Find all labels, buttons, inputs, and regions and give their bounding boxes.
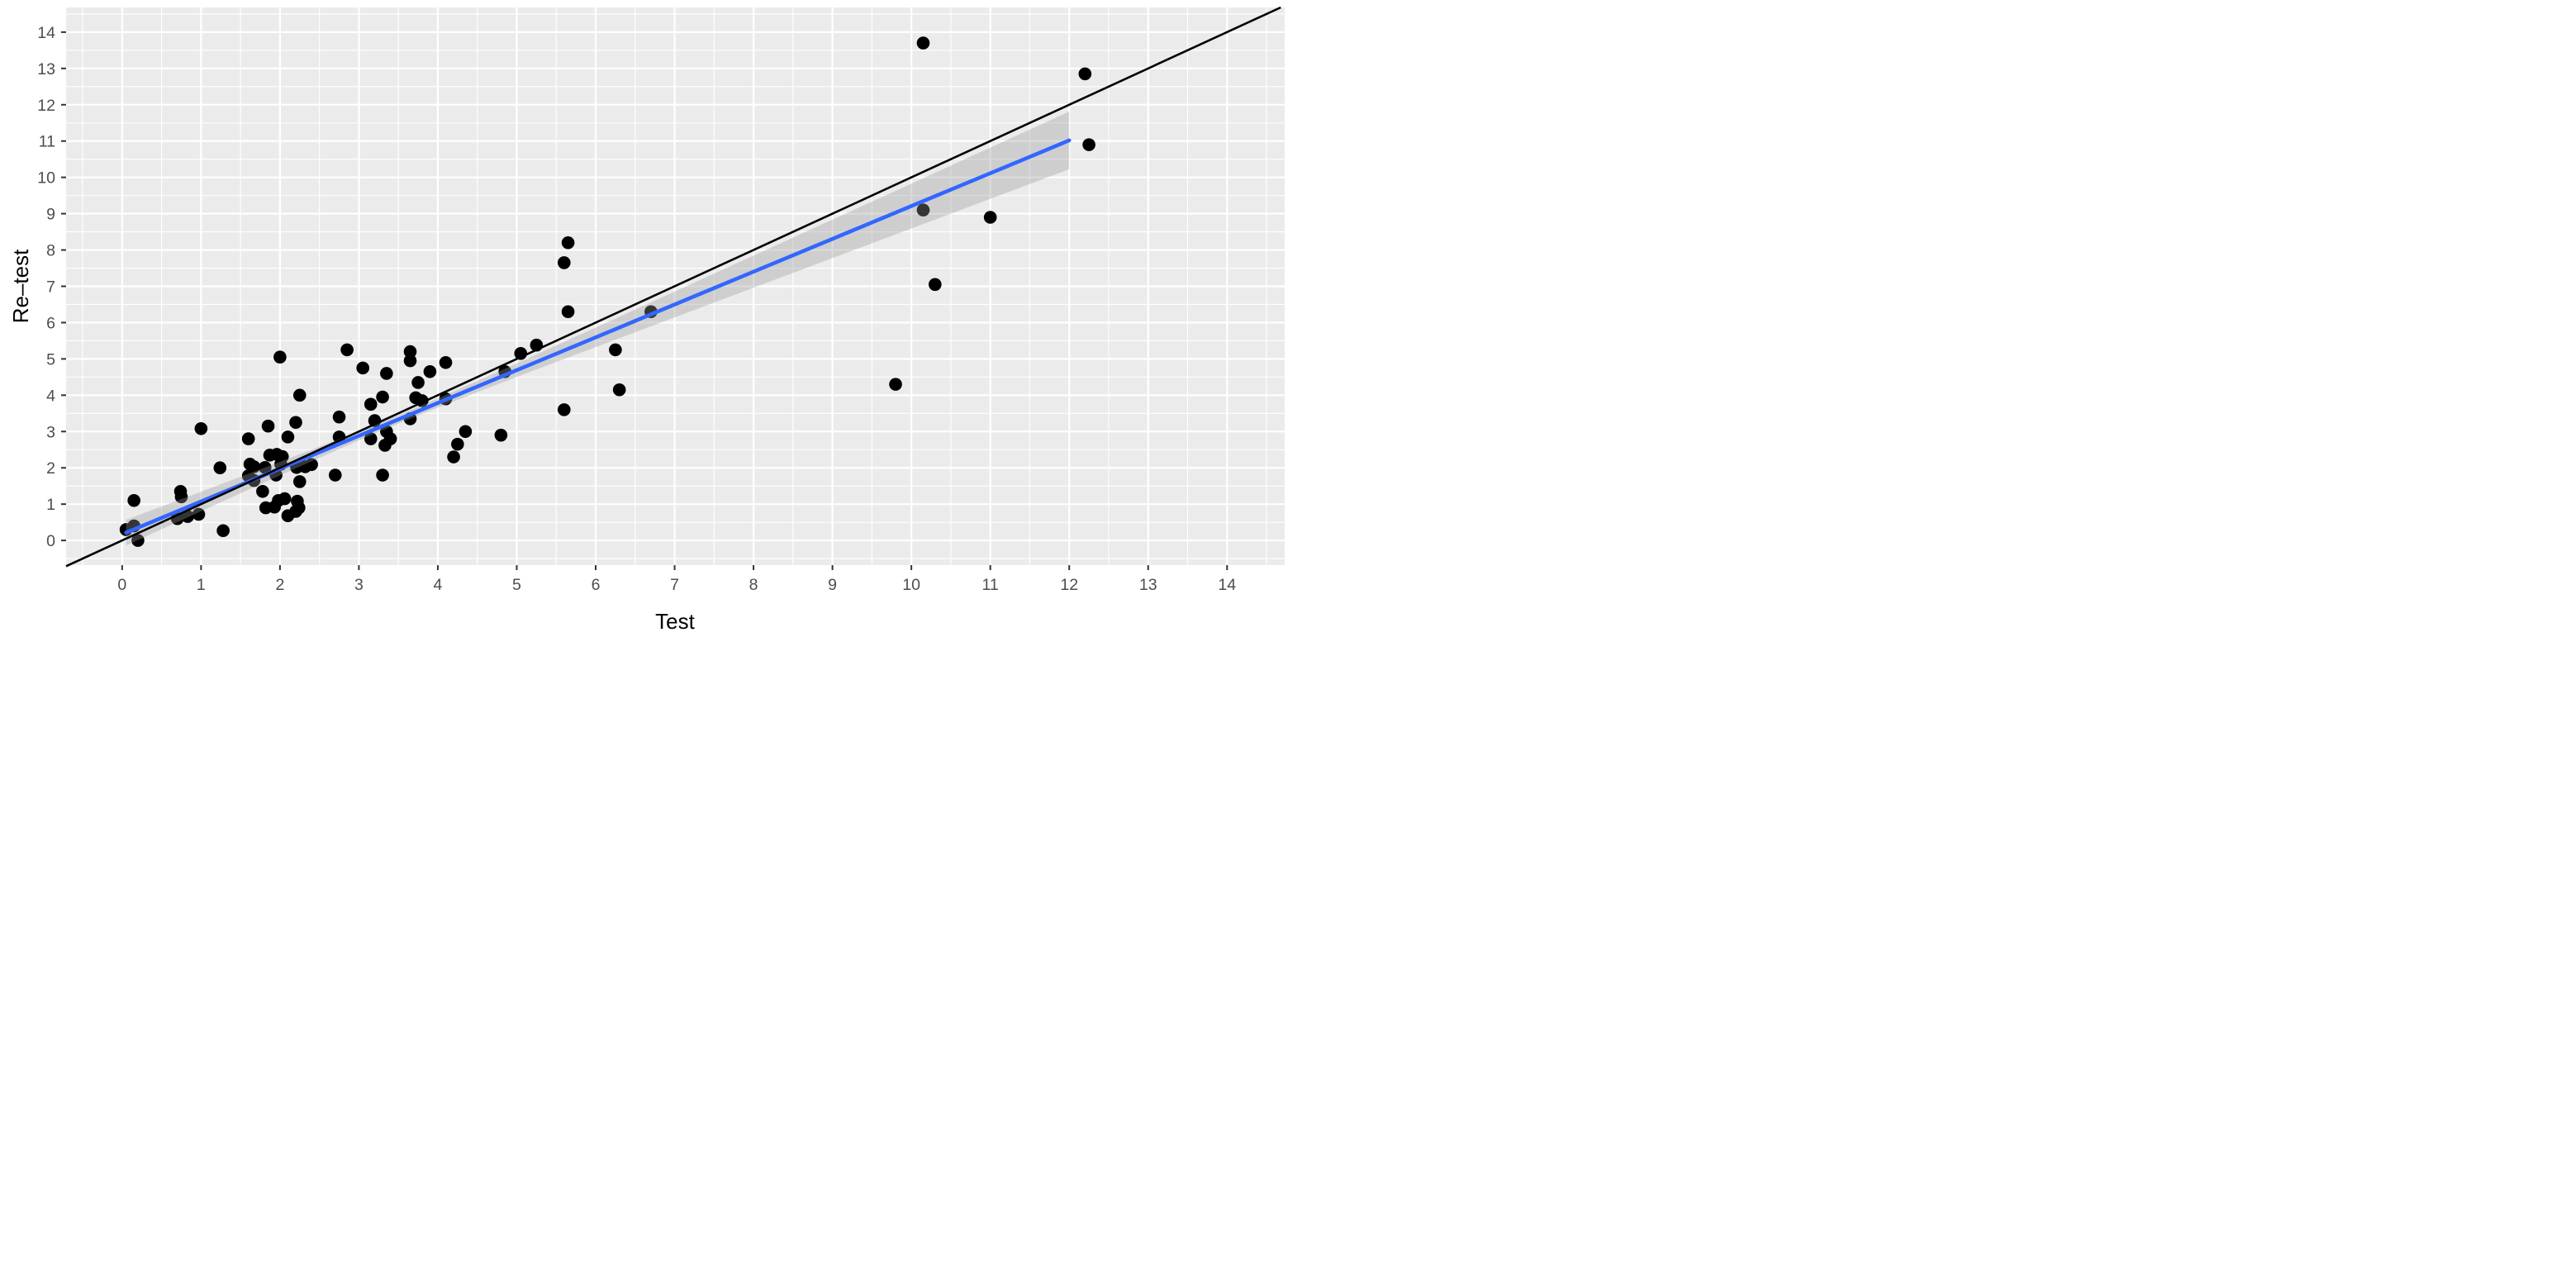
scatter-point	[423, 364, 437, 378]
x-tick-label: 7	[670, 576, 679, 594]
scatter-point	[281, 430, 295, 444]
x-tick-label: 14	[1218, 576, 1236, 594]
scatter-point	[127, 493, 140, 507]
scatter-point	[364, 397, 378, 411]
y-tick-label: 14	[37, 24, 55, 42]
scatter-point	[364, 432, 378, 445]
x-tick-label: 0	[117, 576, 126, 594]
scatter-point	[376, 468, 389, 482]
scatter-point	[378, 439, 392, 452]
scatter-point	[494, 428, 508, 442]
scatter-point	[558, 403, 571, 416]
x-tick-label: 4	[434, 576, 443, 594]
identity-line-segment	[65, 6, 1281, 568]
scatter-point	[411, 376, 425, 389]
scatter-point	[561, 305, 575, 319]
scatter-points	[119, 36, 1096, 547]
scatter-point	[275, 449, 289, 464]
scatter-point	[916, 36, 930, 50]
scatter-point	[889, 378, 902, 391]
y-tick-label: 4	[46, 387, 55, 405]
y-tick-label: 10	[37, 169, 55, 188]
x-tick-label: 10	[902, 576, 920, 594]
scatter-plot-figure: 0 1 2 3 4 5 6 7 8 9 10 11 12 13 14 0 1 2 3 4 5 6 7 8 9 10 11 12 13 14…	[0, 0, 1288, 640]
x-tick-label: 9	[828, 576, 837, 594]
y-tick-label: 5	[46, 350, 55, 368]
scatter-point	[258, 460, 272, 474]
scatter-point	[928, 278, 942, 292]
scatter-point	[609, 343, 622, 357]
scatter-point	[181, 510, 194, 523]
scatter-point	[356, 361, 369, 375]
scatter-point	[278, 492, 292, 506]
x-tick-label: 13	[1139, 576, 1157, 594]
scatter-point	[403, 354, 417, 368]
scatter-point	[1082, 138, 1096, 151]
scatter-point	[216, 524, 230, 538]
scatter-point	[328, 468, 342, 482]
y-tick-label: 0	[46, 532, 55, 550]
scatter-point	[447, 450, 460, 464]
y-tick-label: 8	[46, 242, 55, 260]
scatter-point	[451, 437, 464, 451]
scatter-point	[558, 256, 571, 269]
x-tick-label: 11	[982, 576, 999, 594]
y-tick-label: 3	[46, 423, 55, 441]
y-tick-label: 6	[46, 314, 55, 332]
chart-svg: 0 1 2 3 4 5 6 7 8 9 10 11 12 13 1401234567891011121314…	[8, 6, 1285, 634]
scatter-point	[332, 410, 346, 424]
scatter-point	[561, 235, 575, 250]
x-tick-label: 1	[197, 576, 206, 594]
scatter-point	[241, 432, 255, 445]
x-tick-label: 2	[275, 576, 284, 594]
scatter-point	[194, 421, 208, 435]
x-axis-title: Test	[655, 609, 695, 634]
confidence-band-ribbon	[126, 112, 1070, 546]
scatter-point	[340, 343, 354, 357]
x-tick-label: 12	[1060, 576, 1078, 594]
scatter-point	[916, 203, 930, 217]
scatter-point	[612, 383, 626, 397]
scatter-point	[1078, 67, 1092, 81]
x-tick-label: 6	[592, 576, 601, 594]
scatter-point	[273, 350, 287, 364]
scatter-point	[289, 416, 302, 430]
scatter-point	[292, 388, 307, 402]
axis-ticks	[61, 31, 1229, 570]
scatter-point	[376, 390, 389, 404]
scatter-point	[292, 475, 307, 488]
x-tick-label: 3	[354, 576, 364, 594]
scatter-point	[305, 458, 318, 472]
confidence-band	[126, 112, 1070, 546]
y-tick-label: 2	[46, 459, 55, 478]
y-tick-label: 12	[37, 97, 55, 115]
scatter-point	[261, 419, 275, 433]
x-tick-label: 5	[512, 576, 521, 594]
scatter-point	[131, 534, 145, 547]
scatter-point	[213, 461, 227, 475]
scatter-point	[983, 211, 997, 224]
y-axis-title: Re–test	[8, 249, 33, 323]
scatter-point	[173, 484, 188, 498]
identity-line	[65, 6, 1281, 568]
scatter-point	[192, 507, 206, 521]
scatter-point	[281, 509, 295, 523]
scatter-point	[439, 355, 453, 369]
y-tick-label: 1	[46, 496, 55, 514]
scatter-point	[380, 367, 393, 380]
scatter-point	[459, 425, 473, 439]
y-tick-label: 11	[39, 133, 55, 151]
scatter-point	[403, 345, 417, 359]
x-tick-label: 8	[749, 576, 758, 594]
y-tick-label: 9	[46, 206, 55, 224]
y-tick-label: 13	[37, 60, 55, 78]
y-tick-label: 7	[46, 278, 55, 297]
scatter-point	[256, 484, 269, 498]
